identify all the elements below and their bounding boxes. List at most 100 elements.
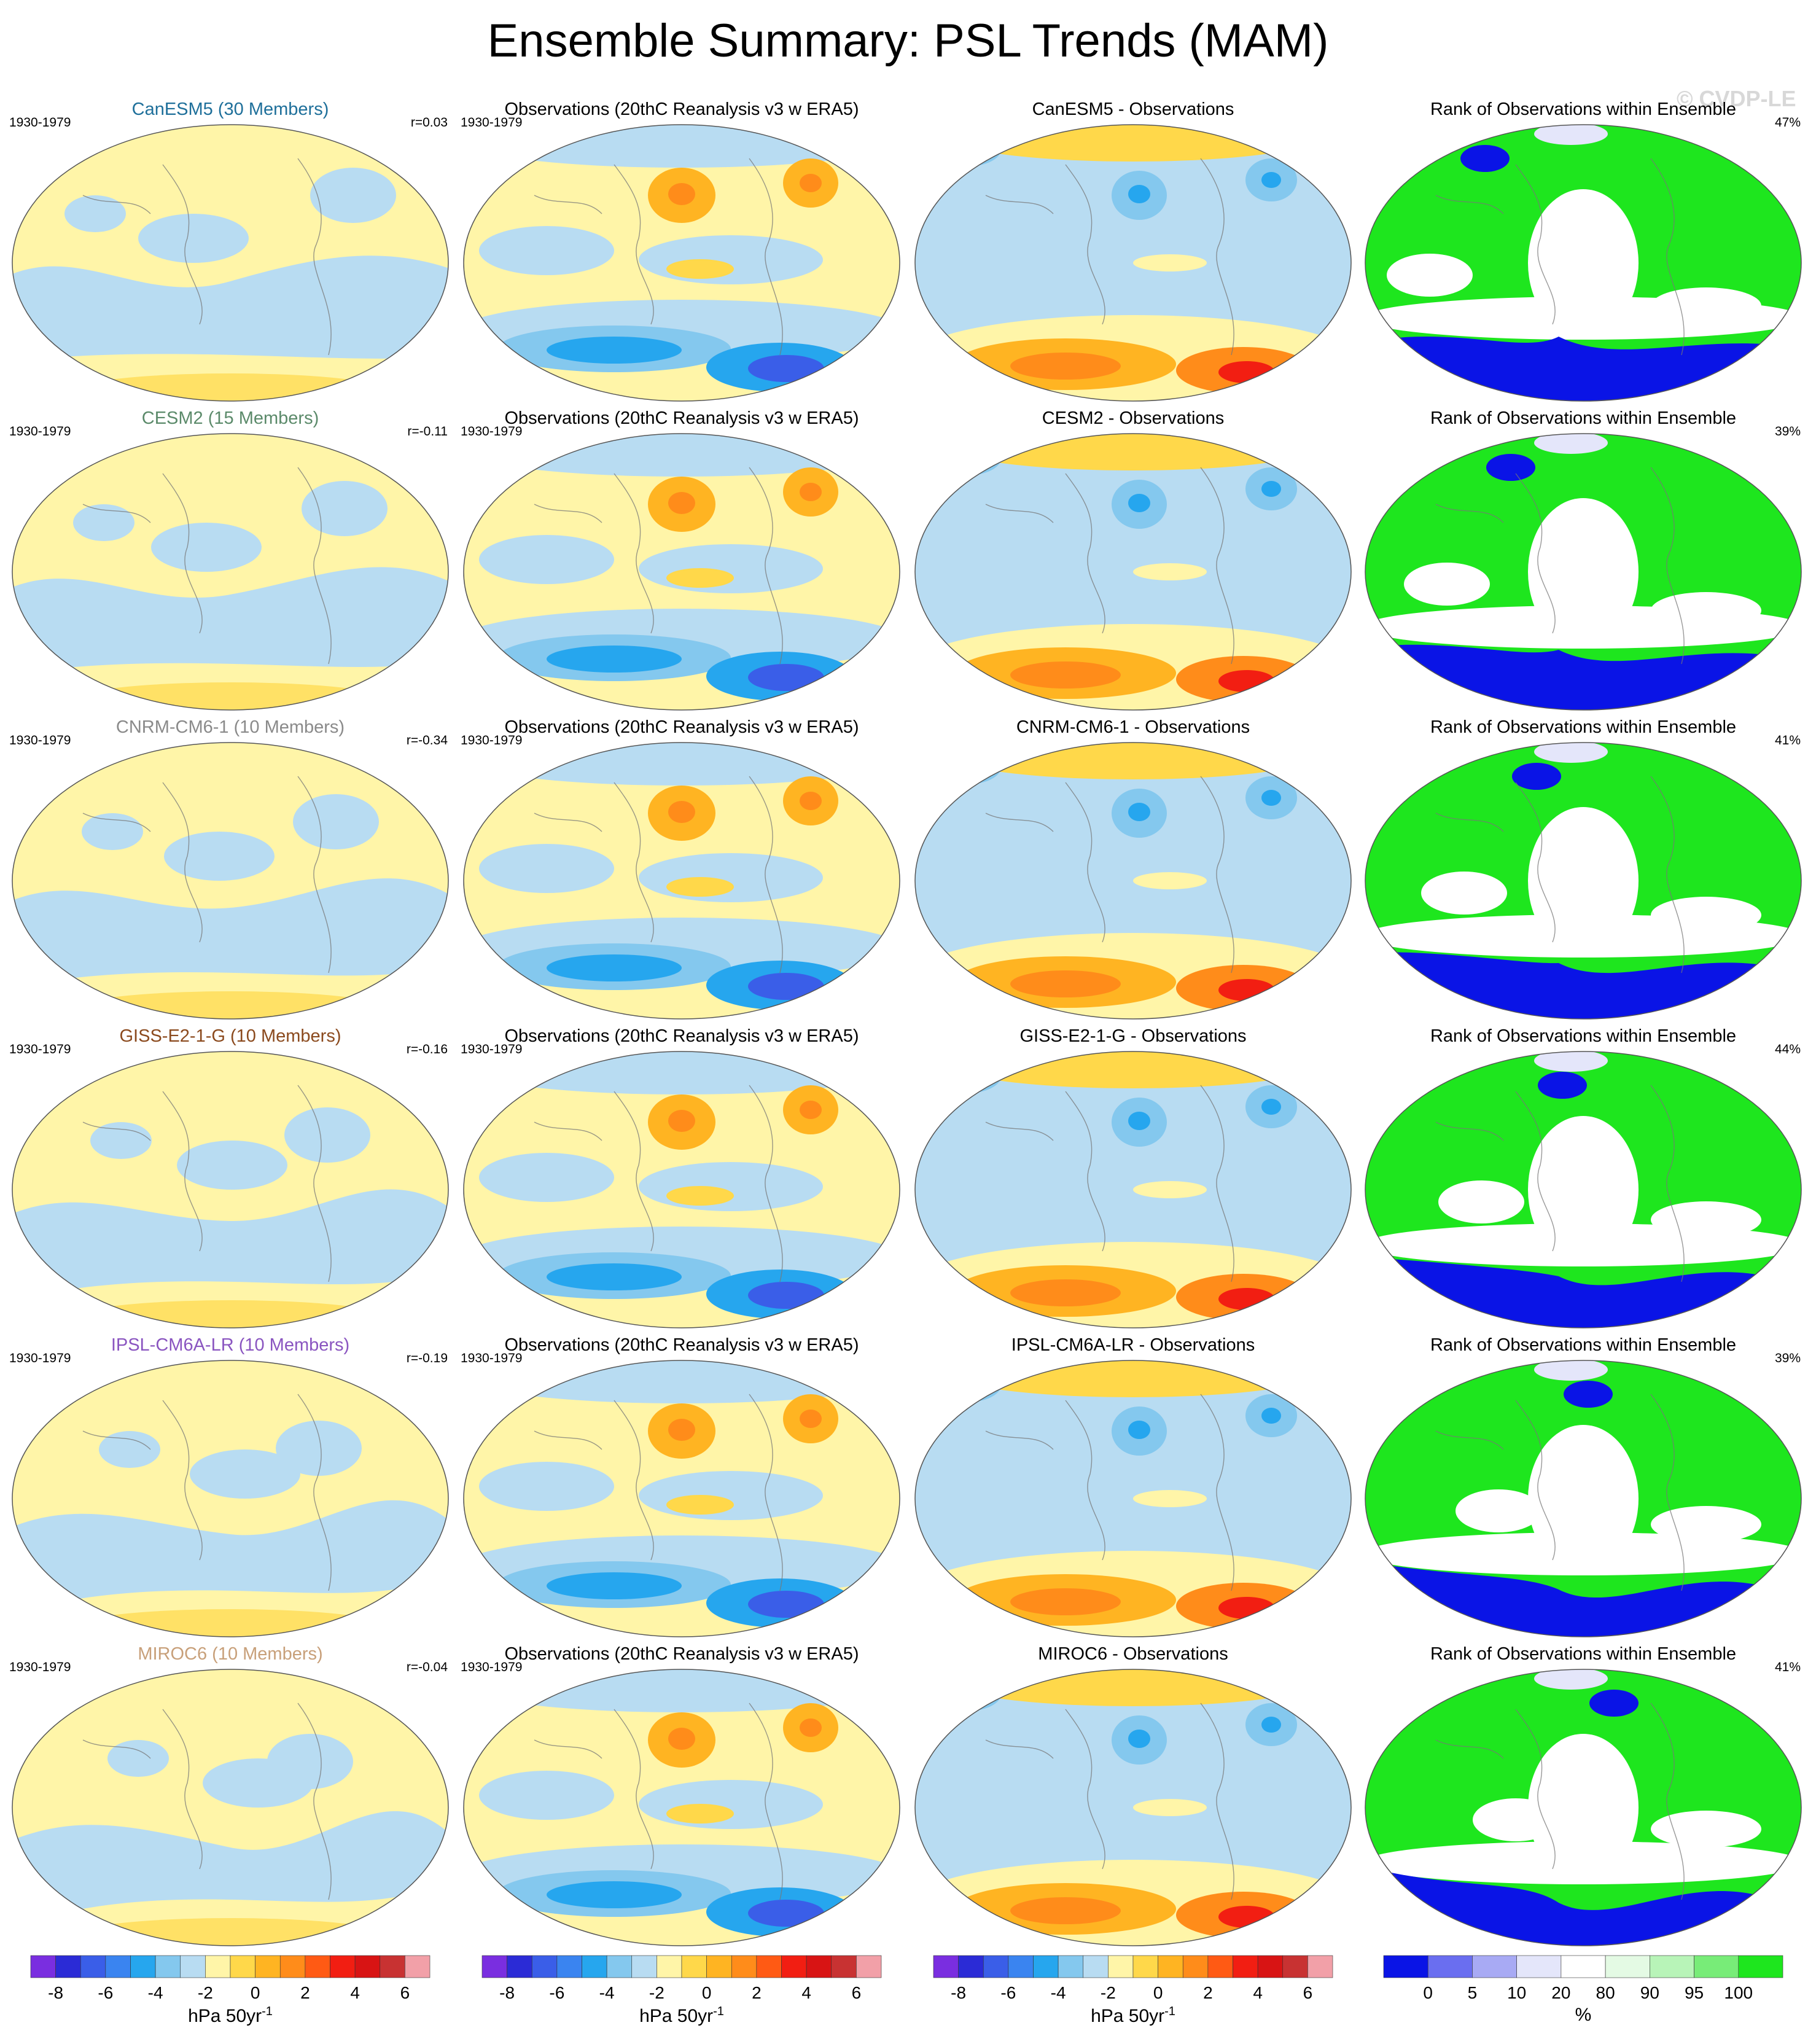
- colorbar-swatch: [631, 1955, 657, 1978]
- model-map-container: [9, 1357, 451, 1640]
- colorbar-tick-label: -6: [1000, 1983, 1016, 2002]
- diff-panel-title: IPSL-CM6A-LR - Observations: [1011, 1335, 1255, 1355]
- diff-panel: MIROC6 - Observations: [912, 1643, 1354, 1950]
- model-panel: MIROC6 (10 Members) 1930-1979 r=-0.04: [9, 1643, 451, 1950]
- colorbar-tick-label: -2: [1101, 1983, 1116, 2002]
- unit-text: hPa 50yr: [188, 2006, 262, 2026]
- colorbar-tick-label: -8: [48, 1983, 63, 2002]
- rank-map-container: [1362, 122, 1804, 404]
- period-label: 1930-1979: [461, 1351, 523, 1365]
- page-title: Ensemble Summary: PSL Trends (MAM): [487, 15, 1329, 67]
- model-map: [12, 124, 449, 402]
- colorbar-swatch: [1694, 1955, 1739, 1978]
- colorbar-swatch: [1158, 1955, 1183, 1978]
- colorbar-tick-label: 0: [1153, 1983, 1163, 2002]
- trend-colorbar: -8-6-4-202468hPa 50yr-1: [930, 1953, 1336, 2033]
- colorbar-swatch: [1033, 1955, 1059, 1978]
- rank-panel-title: Rank of Observations within Ensemble: [1430, 1644, 1737, 1664]
- colorbar-swatch: [30, 1955, 56, 1978]
- colorbar-swatch: [1282, 1955, 1308, 1978]
- obs-map: [463, 1360, 900, 1637]
- colorbar-swatch: [1008, 1955, 1034, 1978]
- colorbar-swatch: [1516, 1955, 1562, 1978]
- diff-map: [914, 124, 1352, 402]
- colorbar-swatch: [1383, 1955, 1428, 1978]
- colorbar-swatch: [756, 1955, 782, 1978]
- colorbar-tick-label: 95: [1685, 1983, 1704, 2002]
- rank-panel: Rank of Observations within Ensemble 41%: [1362, 716, 1804, 1023]
- pattern-correlation: r=-0.16: [406, 1042, 448, 1056]
- rank-map-container: [1362, 431, 1804, 713]
- rank-panel: Rank of Observations within Ensemble 41%: [1362, 1643, 1804, 1950]
- diff-map-container: [912, 1048, 1354, 1331]
- diff-map-container: [912, 431, 1354, 713]
- period-label: 1930-1979: [9, 733, 71, 747]
- model-map: [12, 1360, 449, 1637]
- colorbar-swatch: [1605, 1955, 1650, 1978]
- obs-map-container: [461, 431, 903, 713]
- rank-panel-title: Rank of Observations within Ensemble: [1430, 1026, 1737, 1046]
- pattern-correlation: r=-0.19: [406, 1351, 448, 1365]
- colorbar-tick-label: -6: [98, 1983, 113, 2002]
- model-panel-title: CESM2 (15 Members): [141, 408, 319, 428]
- model-panel-title: IPSL-CM6A-LR (10 Members): [111, 1335, 350, 1355]
- model-map: [12, 1051, 449, 1328]
- colorbar-tick-label: -8: [499, 1983, 515, 2002]
- colorbar-swatch: [1257, 1955, 1284, 1978]
- diff-panel: IPSL-CM6A-LR - Observations: [912, 1334, 1354, 1641]
- model-panel: CanESM5 (30 Members) 1930-1979 r=0.03: [9, 98, 451, 405]
- colorbar-tick-label: 90: [1640, 1983, 1659, 2002]
- colorbar-unit: %: [1575, 2005, 1592, 2025]
- obs-panel: Observations (20thC Reanalysis v3 w ERA5…: [461, 1025, 903, 1332]
- colorbar-swatch: [1058, 1955, 1084, 1978]
- model-map: [12, 742, 449, 1020]
- colorbar-swatch: [531, 1955, 558, 1978]
- rank-panel: Rank of Observations within Ensemble 44%: [1362, 1025, 1804, 1332]
- diff-map: [914, 1669, 1352, 1946]
- model-map: [12, 1669, 449, 1946]
- obs-panel: Observations (20thC Reanalysis v3 w ERA5…: [461, 716, 903, 1023]
- unit-superscript: -1: [1164, 2005, 1175, 2018]
- colorbar-unit: hPa 50yr-1: [930, 2005, 1336, 2027]
- obs-panel-title: Observations (20thC Reanalysis v3 w ERA5…: [504, 99, 859, 119]
- colorbar-tick-label: 20: [1551, 1983, 1570, 2002]
- rank-map-container: [1362, 739, 1804, 1022]
- colorbar-swatch: [1427, 1955, 1473, 1978]
- obs-panel-title: Observations (20thC Reanalysis v3 w ERA5…: [504, 1026, 859, 1046]
- rank-percent: 39%: [1774, 1351, 1801, 1365]
- obs-panel: Observations (20thC Reanalysis v3 w ERA5…: [461, 1334, 903, 1641]
- model-panel: CNRM-CM6-1 (10 Members) 1930-1979 r=-0.34: [9, 716, 451, 1023]
- unit-text: hPa 50yr: [639, 2006, 714, 2026]
- pattern-correlation: r=-0.11: [407, 424, 448, 439]
- colorbar-tick-label: 2: [752, 1983, 762, 2002]
- obs-map-container: [461, 122, 903, 404]
- diff-panel-title: GISS-E2-1-G - Observations: [1019, 1026, 1247, 1046]
- colorbar-swatch: [983, 1955, 1009, 1978]
- model-panel-title: GISS-E2-1-G (10 Members): [119, 1026, 341, 1046]
- colorbar-tick-label: 6: [852, 1983, 862, 2002]
- colorbar-swatch: [255, 1955, 281, 1978]
- colorbar-swatch: [405, 1955, 431, 1978]
- obs-panel: Observations (20thC Reanalysis v3 w ERA5…: [461, 407, 903, 714]
- colorbar-swatch: [1182, 1955, 1209, 1978]
- colorbar-tick-label: -4: [1051, 1983, 1066, 2002]
- model-map-container: [9, 122, 451, 404]
- rank-map-container: [1362, 1048, 1804, 1331]
- colorbar-swatch: [556, 1955, 582, 1978]
- colorbar-tick-label: 6: [1303, 1983, 1313, 2002]
- colorbar-swatch: [155, 1955, 181, 1978]
- rank-panel: Rank of Observations within Ensemble 39%: [1362, 1334, 1804, 1641]
- period-label: 1930-1979: [9, 1660, 71, 1674]
- obs-map-container: [461, 1048, 903, 1331]
- obs-map: [463, 433, 900, 711]
- colorbar-swatch: [1207, 1955, 1233, 1978]
- colorbar-swatch: [657, 1955, 682, 1978]
- colorbar-swatch: [1561, 1955, 1606, 1978]
- obs-map: [463, 742, 900, 1020]
- diff-panel: CanESM5 - Observations: [912, 98, 1354, 405]
- model-map-container: [9, 739, 451, 1022]
- colorbar-tick-label: 6: [400, 1983, 410, 2002]
- colorbar-swatch: [180, 1955, 206, 1978]
- colorbar-swatch: [1472, 1955, 1517, 1978]
- colorbar-tick-label: 4: [1253, 1983, 1263, 2002]
